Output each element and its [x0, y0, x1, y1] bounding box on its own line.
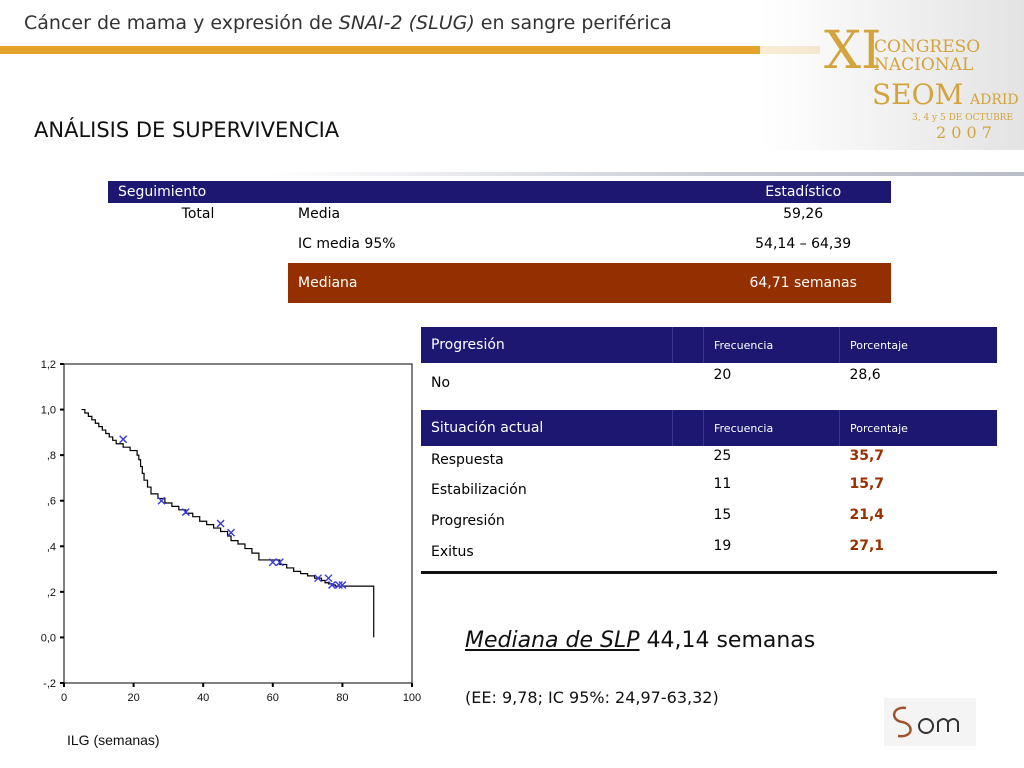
situation-row-freq: 25	[713, 448, 732, 464]
chart-y-tick-label: ,6	[47, 496, 56, 508]
logo-line1: CONGRESO	[874, 37, 980, 57]
chart-survival-line	[81, 408, 375, 638]
situation-row-pct: 27,1	[849, 538, 885, 554]
cell-media-value: 59,26	[783, 206, 824, 222]
chart-x-tick-label: 80	[336, 692, 348, 704]
logo-line2: NACIONAL	[874, 55, 973, 75]
logo-org: SEOM	[872, 78, 963, 111]
cell-media: Media	[298, 206, 341, 222]
situation-freq-header: Frecuencia	[703, 410, 840, 446]
situation-row-pct: 35,7	[849, 448, 885, 464]
cell-mediana: Mediana	[288, 263, 716, 303]
chart-censor-mark	[324, 574, 333, 583]
chart-censor-mark	[338, 581, 347, 590]
survival-chart: -,2 0,0 ,2 ,4 ,6 ,8 1,0 1,2 0 20 40 60 80 100 ILG (se…	[41, 359, 421, 748]
chart-censor-mark	[268, 558, 277, 567]
survival-row-media: Total Media 59,26	[108, 203, 891, 225]
progression-freq-header: Frecuencia	[703, 327, 840, 363]
chart-censor-mark	[275, 558, 284, 567]
section-title: ANÁLISIS DE SUPERVIVENCIA	[34, 118, 340, 142]
header-seguimiento: Seguimiento	[118, 184, 207, 200]
chart-censor-mark	[119, 435, 128, 444]
chart-y-tick-label: ,8	[47, 450, 56, 462]
chart-y-tick-label: 0,0	[41, 632, 56, 644]
situation-row-pct: 21,4	[849, 507, 885, 523]
logo-year: 2 0 0 7	[936, 123, 992, 142]
ee-line: (EE: 9,78; IC 95%: 24,97-63,32)	[465, 688, 719, 707]
progression-header: Progresión	[421, 327, 673, 363]
chart-y-tick-label: ,2	[47, 587, 56, 599]
progression-row: No 20 28,6	[421, 363, 997, 409]
header-title: Cáncer de mama y expresión de SNAI-2 (SL…	[24, 12, 672, 34]
header-estadistico: Estadístico	[765, 184, 842, 200]
chart-y-tick-label: ,4	[47, 541, 56, 553]
survival-table: Seguimiento Estadístico Total Media 59,2…	[108, 181, 891, 303]
situation-header: Situación actual	[421, 410, 673, 446]
chart-y-tick-label: 1,0	[41, 405, 56, 417]
header-title-gene: SNAI-2 (SLUG)	[338, 12, 475, 34]
situation-table: Situación actual Frecuencia Porcentaje R…	[421, 410, 997, 574]
situation-row-label: Respuesta	[431, 452, 504, 468]
situation-header-row: Situación actual Frecuencia Porcentaje	[421, 410, 997, 446]
logo-roman: XI	[824, 21, 882, 81]
progression-table: Progresión Frecuencia Porcentaje No 20 2…	[421, 327, 997, 409]
chart-y-tick-label: -,2	[43, 678, 56, 690]
progression-header-row: Progresión Frecuencia Porcentaje	[421, 327, 997, 363]
header-title-suffix: en sangre periférica	[474, 12, 672, 34]
progression-row-freq: 20	[713, 367, 732, 383]
situation-row-freq: 15	[713, 507, 732, 523]
cell-ic: IC media 95%	[298, 236, 396, 252]
situation-row: Progresión 15 21,4	[421, 507, 997, 538]
chart-censor-mark	[181, 508, 190, 517]
chart-censor-mark	[216, 519, 225, 528]
chart-x-tick-label: 100	[403, 692, 421, 704]
situation-row: Estabilización 11 15,7	[421, 476, 997, 507]
chart-censor-mark	[314, 574, 323, 583]
chart-censor-mark	[157, 496, 166, 505]
chart-censor-mark	[334, 581, 343, 590]
chart-x-tick-label: 60	[267, 692, 279, 704]
cell-mediana-value: 64,71 semanas	[715, 263, 891, 303]
survival-row-mediana: Mediana 64,71 semanas	[108, 263, 891, 303]
header-title-prefix: Cáncer de mama y expresión de	[24, 12, 339, 34]
situation-row-freq: 11	[713, 476, 732, 492]
situation-pct-header: Porcentaje	[839, 410, 997, 446]
situation-row-label: Progresión	[431, 513, 505, 529]
cell-ic-value: 54,14 – 64,39	[755, 236, 852, 252]
survival-row-ic: IC media 95% 54,14 – 64,39	[108, 225, 891, 263]
header-grey-bar	[270, 172, 1024, 176]
progression-pct-header: Porcentaje	[839, 327, 997, 363]
chart-x-tick-label: 20	[127, 692, 139, 704]
chart-censor-mark	[327, 581, 336, 590]
chart-censor-mark	[227, 528, 236, 537]
situation-row-label: Exitus	[431, 544, 474, 560]
situation-row: Respuesta 25 35,7	[421, 446, 997, 476]
congress-logo: XI CONGRESO NACIONAL SEOM ADRID 3, 4 y 5…	[760, 0, 1024, 150]
progression-row-label: No	[431, 375, 451, 391]
median-slp-label: Mediana de SLP	[465, 628, 640, 653]
seom-logo	[884, 698, 976, 746]
chart-x-tick-label: 40	[197, 692, 209, 704]
chart-x-tick-label: 0	[61, 692, 67, 704]
chart-plot-frame	[63, 363, 413, 684]
chart-y-tick-label: 1,2	[41, 359, 56, 371]
situation-row: Exitus 19 27,1	[421, 538, 997, 572]
logo-city: ADRID	[969, 92, 1019, 108]
situation-row-pct: 15,7	[849, 476, 885, 492]
chart-xlabel: ILG (semanas)	[67, 732, 160, 748]
header-gold-bar	[0, 46, 820, 54]
logo-dates: 3, 4 y 5 DE OCTUBRE	[912, 113, 1013, 123]
median-slp: Mediana de SLP 44,14 semanas	[465, 628, 815, 653]
cell-total: Total	[181, 206, 215, 222]
situation-row-freq: 19	[713, 538, 732, 554]
median-slp-value: 44,14 semanas	[646, 628, 816, 653]
situation-row-label: Estabilización	[431, 482, 527, 498]
progression-row-pct: 28,6	[849, 367, 881, 383]
survival-table-header: Seguimiento Estadístico	[108, 181, 891, 203]
